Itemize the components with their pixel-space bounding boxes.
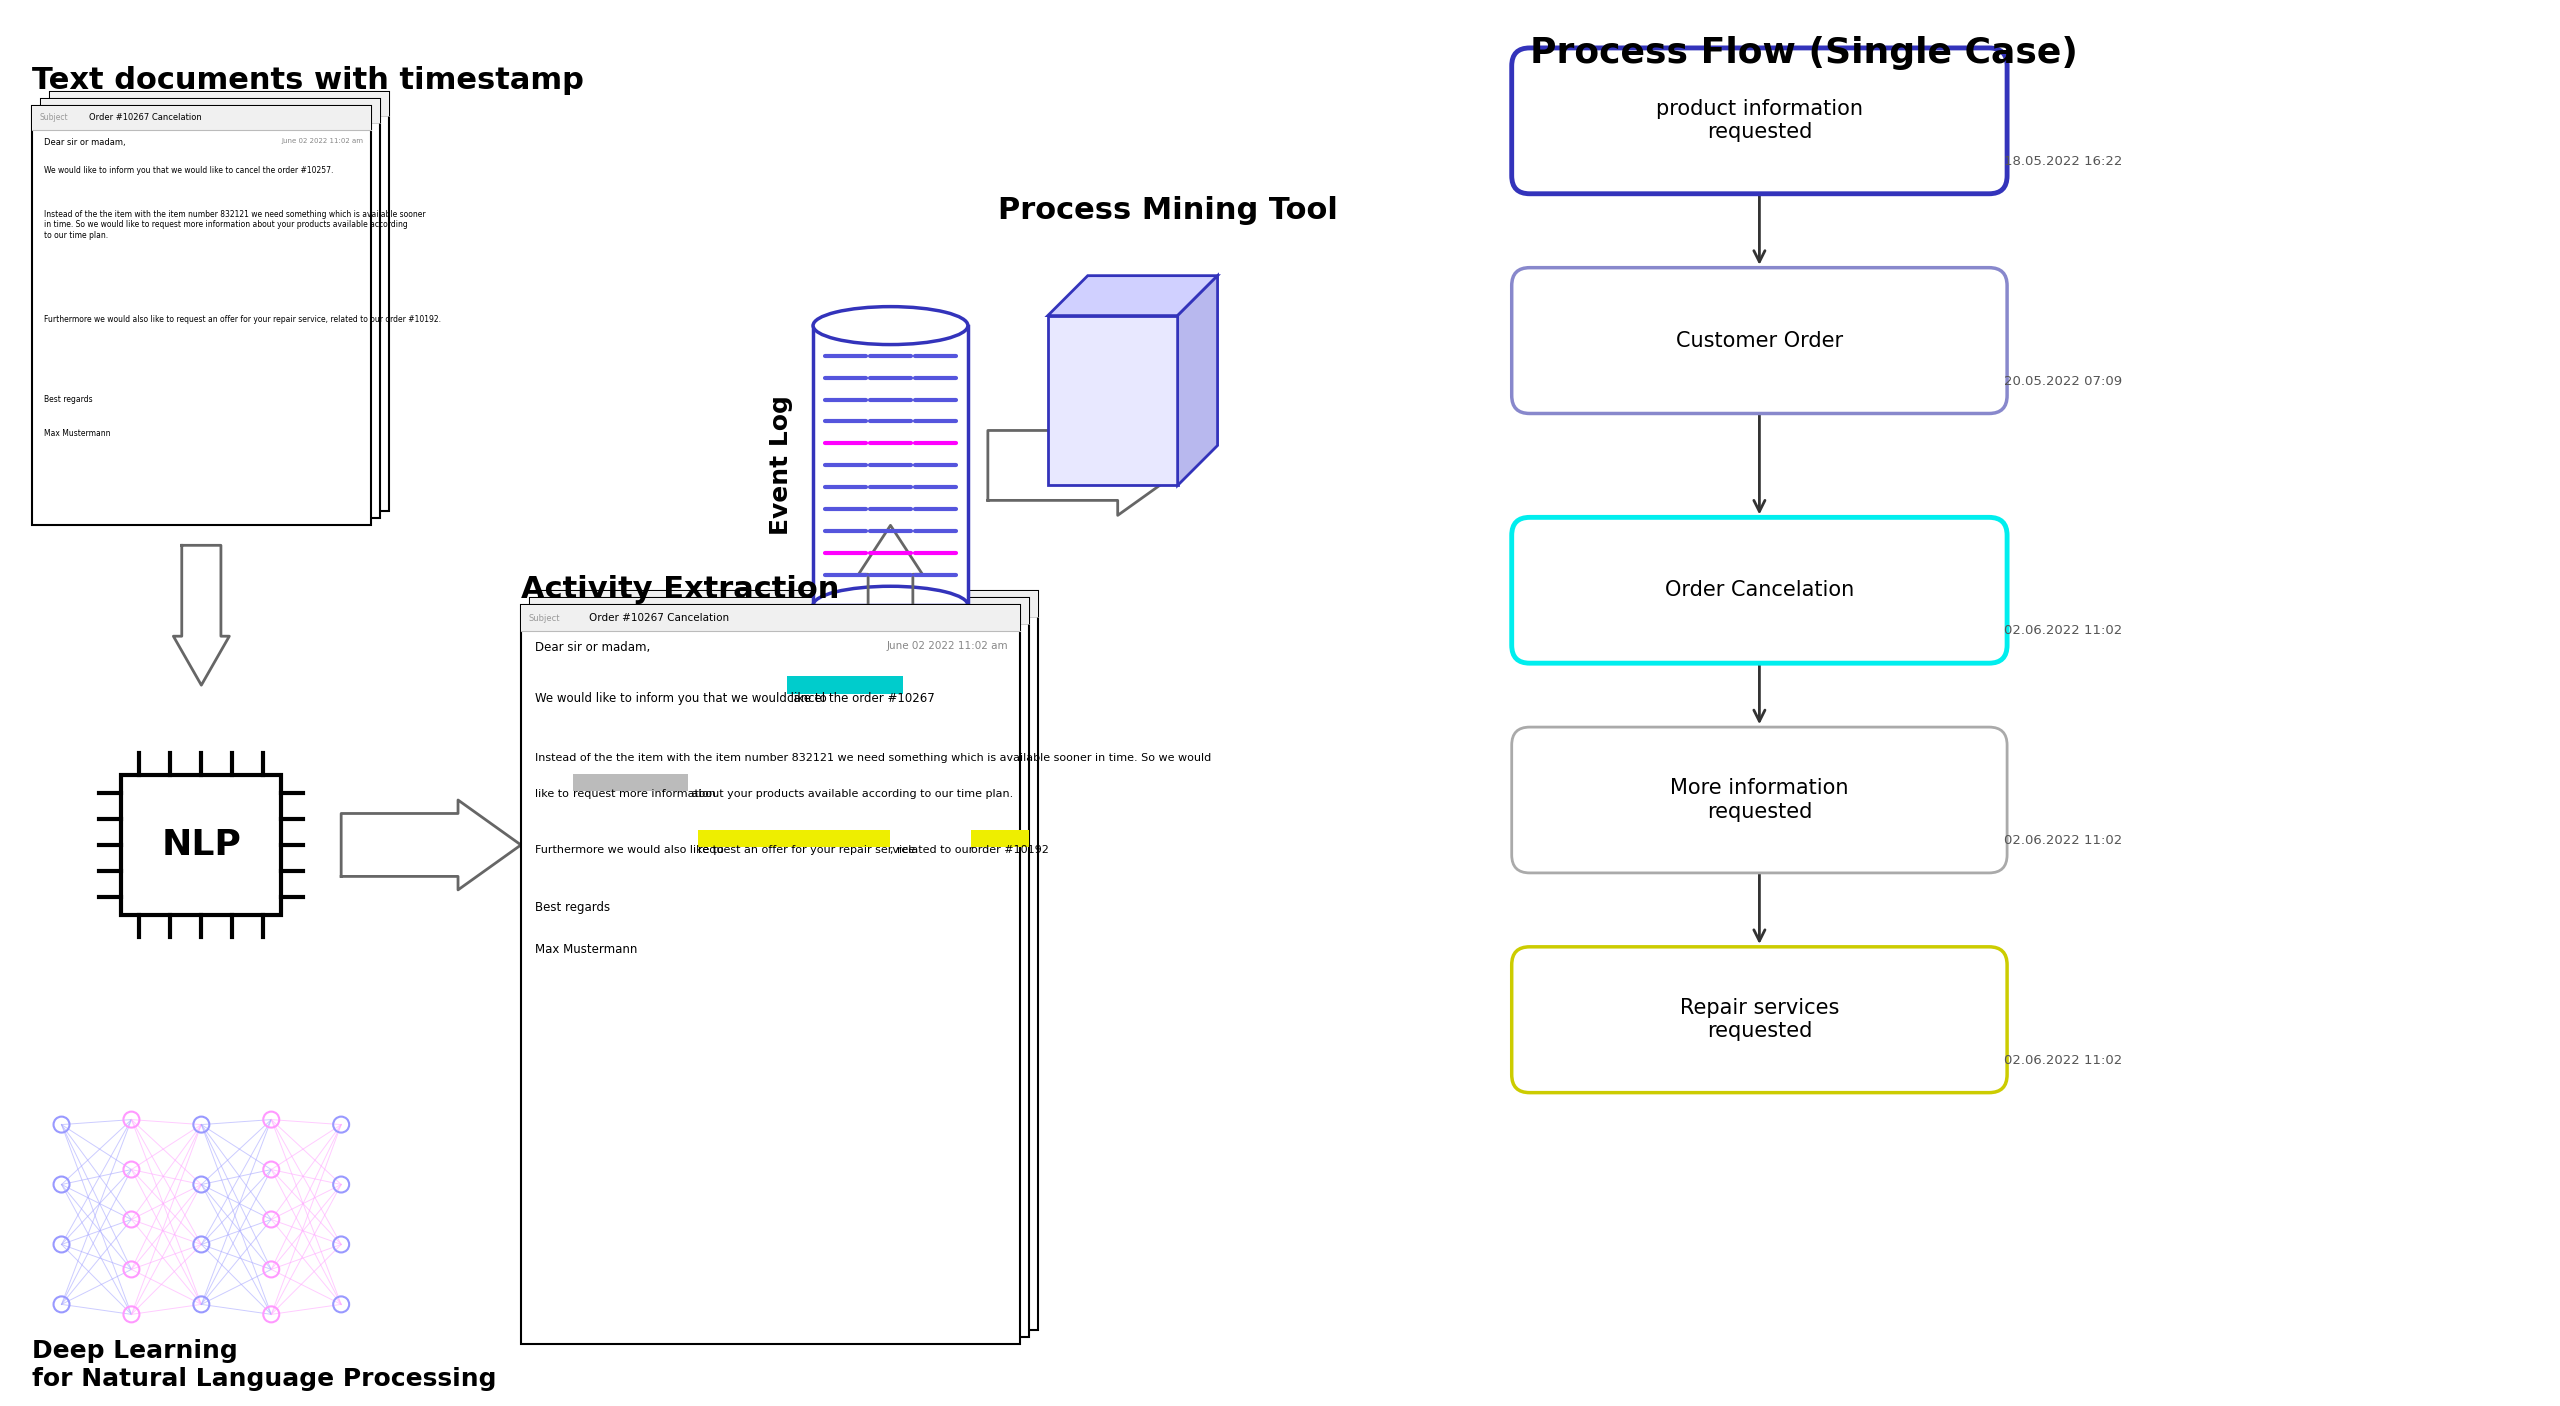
Bar (1047, 315, 1178, 485)
Bar (49, 91, 389, 512)
Bar (970, 831, 1029, 848)
Bar (540, 592, 1039, 1330)
FancyBboxPatch shape (1513, 727, 2007, 873)
Bar (814, 326, 968, 605)
Text: Process Flow (Single Case): Process Flow (Single Case) (1531, 37, 2079, 70)
Text: Repair services
requested: Repair services requested (1679, 998, 1838, 1042)
Text: Order Cancelation: Order Cancelation (1664, 581, 1853, 600)
Text: order #10192: order #10192 (970, 845, 1050, 855)
Text: about your products available according to our time plan.: about your products available according … (689, 789, 1014, 800)
Text: Instead of the the item with the item number 832121 we need something which is a: Instead of the the item with the item nu… (535, 754, 1211, 763)
Bar (699, 831, 891, 848)
Polygon shape (1047, 276, 1219, 315)
Text: Subject: Subject (56, 100, 87, 108)
Text: 02.06.2022 11:02: 02.06.2022 11:02 (2004, 624, 2122, 637)
Text: Order #10267 Cancelation: Order #10267 Cancelation (589, 613, 730, 623)
Bar (520, 605, 1021, 631)
Polygon shape (1178, 276, 1219, 485)
Text: Max Mustermann: Max Mustermann (535, 943, 637, 956)
Text: We would like to inform you that we would like to cancel the order #10257.: We would like to inform you that we woul… (44, 166, 333, 174)
Bar (41, 98, 379, 519)
Text: Subject: Subject (530, 614, 561, 623)
FancyBboxPatch shape (1513, 267, 2007, 413)
Text: Request information about item 832121: Request information about item 832121 (607, 599, 817, 609)
Text: NLP: NLP (161, 828, 241, 862)
Bar (530, 599, 1029, 624)
Text: June 02 2022 11:02 am: June 02 2022 11:02 am (282, 138, 364, 143)
Text: Instead of the the item with the item number 832121 we need something which is a: Instead of the the item with the item nu… (44, 209, 425, 239)
Text: Deep Learning
for Natural Language Processing: Deep Learning for Natural Language Proce… (31, 1340, 497, 1391)
Text: 02.06.2022 11:02: 02.06.2022 11:02 (2004, 834, 2122, 846)
Bar (530, 599, 1029, 1337)
Bar (786, 675, 904, 693)
Bar (520, 605, 1021, 1344)
Text: Process Mining Tool: Process Mining Tool (998, 195, 1339, 225)
Text: request an offer for your repair service: request an offer for your repair service (699, 845, 914, 855)
Text: request more information: request more information (573, 789, 717, 800)
FancyBboxPatch shape (1513, 517, 2007, 664)
Text: Subject: Subject (538, 607, 568, 616)
Text: Customer Order: Customer Order (1677, 330, 1843, 350)
Text: like to: like to (535, 789, 573, 800)
Text: Subject: Subject (548, 600, 579, 609)
FancyBboxPatch shape (1513, 946, 2007, 1092)
Text: Dear sir or madam,: Dear sir or madam, (535, 641, 650, 654)
Text: Dear sir or madam,: Dear sir or madam, (44, 138, 125, 146)
FancyBboxPatch shape (1513, 48, 2007, 194)
Bar (31, 105, 371, 129)
Polygon shape (340, 800, 520, 890)
Bar (540, 592, 1039, 617)
Text: Event Log: Event Log (768, 395, 794, 536)
Polygon shape (174, 546, 230, 685)
Text: Order #10267: Order #10267 (599, 606, 673, 616)
Text: June 02 2022 11:02 am: June 02 2022 11:02 am (886, 641, 1009, 651)
Ellipse shape (814, 307, 968, 344)
Text: 18.05.2022 16:22: 18.05.2022 16:22 (2004, 155, 2122, 167)
Text: Order #10267 Cancelation: Order #10267 Cancelation (90, 114, 202, 122)
Text: Subject: Subject (38, 114, 69, 122)
Polygon shape (988, 416, 1188, 516)
Text: We would like to inform you that we would like to: We would like to inform you that we woul… (535, 692, 829, 704)
Text: Activity Extraction: Activity Extraction (520, 575, 840, 605)
Text: Furthermore we would also like to: Furthermore we would also like to (535, 845, 727, 855)
Text: Order #10267: Order #10267 (97, 107, 159, 115)
Text: cancel the order #10267: cancel the order #10267 (786, 692, 934, 704)
Text: Subject: Subject (49, 107, 77, 115)
Text: Text documents with timestamp: Text documents with timestamp (31, 66, 584, 96)
Bar (120, 775, 282, 915)
Polygon shape (858, 526, 922, 665)
Text: product information
requested: product information requested (1656, 100, 1864, 142)
Text: 02.06.2022 11:02: 02.06.2022 11:02 (2004, 1053, 2122, 1067)
Text: 20.05.2022 07:09: 20.05.2022 07:09 (2004, 374, 2122, 388)
Text: Request information about item 832121: Request information about item 832121 (108, 100, 276, 108)
Bar (49, 91, 389, 115)
Text: More information
requested: More information requested (1669, 779, 1848, 821)
Bar (31, 105, 371, 526)
Bar (41, 98, 379, 122)
Text: Best regards: Best regards (535, 901, 609, 914)
Text: Max Mustermann: Max Mustermann (44, 429, 110, 439)
Bar (573, 775, 689, 792)
Text: , related to our: , related to our (891, 845, 975, 855)
Text: Furthermore we would also like to request an offer for your repair service, rela: Furthermore we would also like to reques… (44, 315, 440, 323)
Text: Best regards: Best regards (44, 395, 92, 404)
